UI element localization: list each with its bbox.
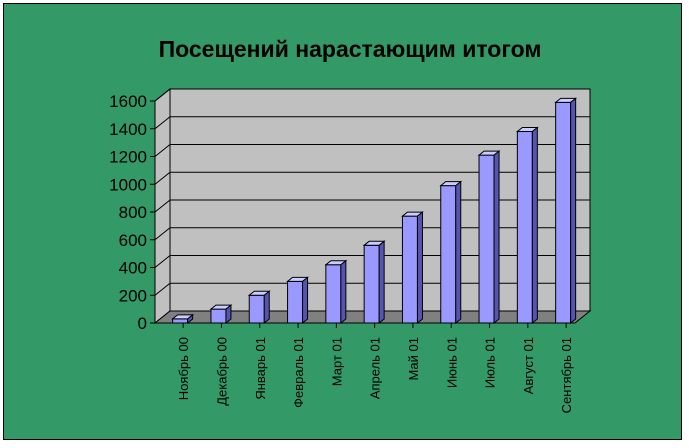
- x-tick-label: Апрель 01: [368, 337, 383, 399]
- bar-side: [531, 126, 538, 325]
- x-axis: Ноябрь 00 Декабрь 00 Январь 01 Февраль 01 Ма…: [155, 322, 575, 413]
- x-tick-label: Март 01: [329, 337, 344, 386]
- x-tick-label: Ноябрь 00: [176, 337, 191, 400]
- bar-front: [401, 215, 418, 324]
- y-tick-label: 1000: [109, 175, 147, 194]
- y-tick-label: 1200: [109, 148, 147, 167]
- chart-title: Посещений нарастающим итогом: [159, 36, 542, 62]
- bar: [286, 276, 309, 325]
- bar: [401, 211, 424, 325]
- bar-front: [440, 185, 457, 324]
- bar: [209, 304, 233, 325]
- x-tick-label: Декабрь 00: [214, 337, 229, 406]
- bar: [554, 97, 578, 325]
- gridline-side: [154, 227, 171, 241]
- bar-front: [478, 154, 495, 324]
- bar-side: [493, 150, 500, 325]
- x-tick-label: Май 01: [406, 337, 421, 381]
- bar: [171, 313, 195, 325]
- bar-front: [555, 101, 572, 324]
- x-tick-label: Сентябрь 01: [559, 337, 574, 413]
- bar-front: [325, 264, 342, 324]
- bar-front: [248, 294, 265, 324]
- gridline-side: [154, 171, 171, 185]
- y-tick-label: 800: [119, 203, 147, 222]
- bar-side: [263, 290, 270, 325]
- bar: [477, 150, 501, 325]
- y-tick-label: 600: [119, 231, 147, 250]
- bar-side: [225, 304, 232, 325]
- gridline-side: [154, 144, 171, 157]
- bar-side: [187, 313, 194, 325]
- bar-side: [340, 259, 347, 325]
- bar: [362, 240, 386, 325]
- bar-front: [287, 280, 304, 324]
- bar-front: [210, 308, 227, 324]
- bar-side: [570, 97, 577, 325]
- y-tick-label: 200: [119, 286, 147, 305]
- gridline-side: [154, 116, 171, 130]
- bar: [439, 180, 463, 325]
- x-tick-label: Февраль 01: [291, 337, 306, 408]
- bars: [171, 97, 578, 325]
- y-tick-label: 400: [119, 259, 147, 278]
- y-tick-label: 0: [138, 314, 147, 333]
- y-axis: 0 200 400 600 800 1000 1200 1400 1600: [109, 92, 156, 333]
- x-tick-label: Июль 01: [483, 337, 498, 388]
- bar: [515, 126, 539, 325]
- bar-front: [172, 318, 189, 324]
- y-tick-label: 1600: [109, 92, 147, 111]
- y-tick-label: 1400: [109, 120, 147, 139]
- x-tick-label: Август 01: [521, 337, 536, 394]
- gridline-side: [154, 255, 171, 268]
- bar-front: [516, 131, 533, 324]
- bar-side: [455, 180, 462, 325]
- bar-front: [363, 244, 380, 324]
- bar-side: [416, 211, 423, 325]
- bar-side: [378, 240, 385, 325]
- bar: [324, 259, 348, 325]
- bar: [247, 290, 271, 325]
- x-tick-label: Июнь 01: [444, 337, 459, 388]
- x-tick-label: Январь 01: [253, 337, 268, 400]
- gridline-side: [154, 282, 171, 296]
- gridline-side: [154, 88, 171, 102]
- gridline-side: [154, 199, 171, 213]
- bar-side: [302, 276, 309, 325]
